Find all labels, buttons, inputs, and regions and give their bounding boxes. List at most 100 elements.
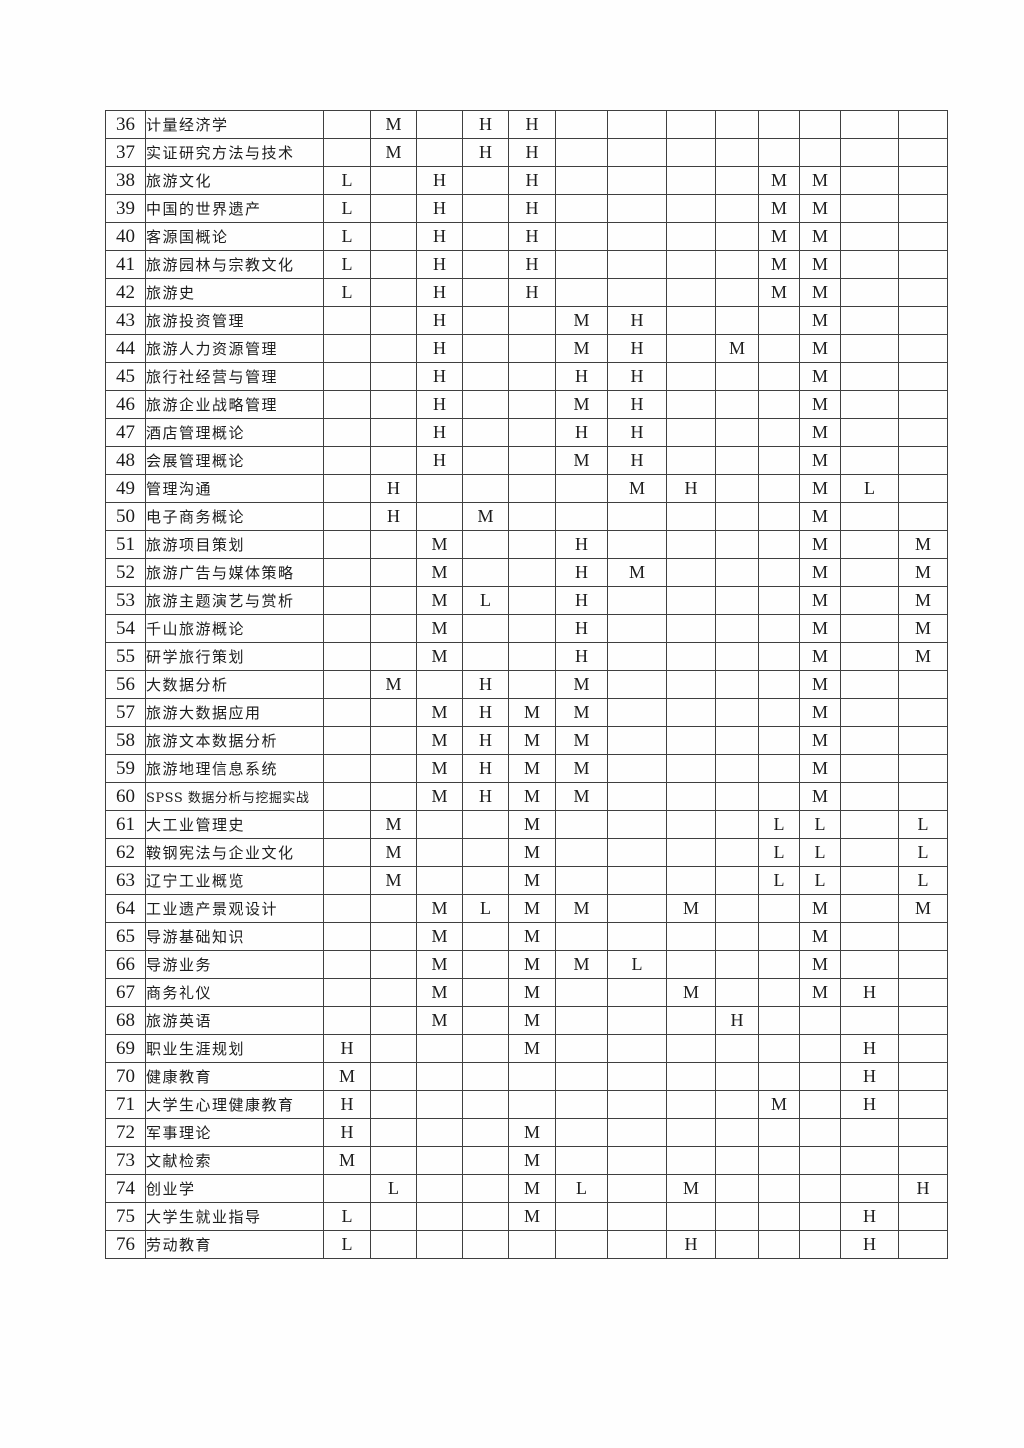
level-cell: M <box>799 502 841 531</box>
level-cell: M <box>898 642 948 671</box>
table-row: 54 千山旅游概论 M H M M <box>105 614 948 643</box>
course-name-cell: 商务礼仪 <box>145 978 324 1007</box>
level-cell: M <box>799 642 841 671</box>
level-cell <box>898 670 948 699</box>
level-cell <box>370 362 417 391</box>
level-cell <box>666 782 716 811</box>
level-cell: H <box>555 614 608 643</box>
course-name-cell: 旅游广告与媒体策略 <box>145 558 324 587</box>
course-name-cell: 旅游文化 <box>145 166 324 195</box>
level-cell <box>416 1146 463 1175</box>
level-cell: M <box>758 194 800 223</box>
level-cell <box>840 1006 899 1035</box>
level-cell: M <box>508 698 556 727</box>
level-cell: H <box>840 1230 899 1259</box>
level-cell: L <box>607 950 667 979</box>
level-cell: L <box>555 1174 608 1203</box>
level-cell <box>715 530 759 559</box>
level-cell <box>840 866 899 895</box>
level-cell <box>715 1034 759 1063</box>
level-cell: M <box>508 1034 556 1063</box>
level-cell: M <box>508 754 556 783</box>
level-cell: H <box>715 1006 759 1035</box>
level-cell <box>508 558 556 587</box>
row-number-cell: 37 <box>105 138 146 167</box>
level-cell <box>840 418 899 447</box>
level-cell: M <box>799 446 841 475</box>
course-name-cell: 实证研究方法与技术 <box>145 138 324 167</box>
level-cell <box>555 502 608 531</box>
level-cell <box>370 1062 417 1091</box>
level-cell <box>898 362 948 391</box>
level-cell <box>607 866 667 895</box>
level-cell: M <box>323 1146 371 1175</box>
level-cell <box>555 1202 608 1231</box>
level-cell: M <box>799 586 841 615</box>
level-cell <box>323 1006 371 1035</box>
level-cell <box>607 698 667 727</box>
level-cell <box>758 1230 800 1259</box>
level-cell: M <box>715 334 759 363</box>
level-cell <box>370 1034 417 1063</box>
level-cell <box>462 390 509 419</box>
table-row: 45 旅行社经营与管理 H H H M <box>105 362 948 391</box>
level-cell <box>607 670 667 699</box>
level-cell: M <box>555 894 608 923</box>
level-cell: L <box>323 194 371 223</box>
level-cell <box>416 502 463 531</box>
level-cell <box>370 222 417 251</box>
level-cell <box>370 614 417 643</box>
level-cell <box>370 894 417 923</box>
table-row: 65 导游基础知识 M M M <box>105 922 948 951</box>
level-cell <box>840 894 899 923</box>
level-cell: H <box>508 110 556 139</box>
row-number-cell: 42 <box>105 278 146 307</box>
table-row: 67 商务礼仪 M M M M H <box>105 978 948 1007</box>
level-cell <box>462 474 509 503</box>
level-cell <box>323 614 371 643</box>
level-cell <box>462 810 509 839</box>
level-cell <box>555 810 608 839</box>
level-cell <box>840 530 899 559</box>
level-cell <box>370 558 417 587</box>
level-cell <box>758 614 800 643</box>
level-cell <box>666 334 716 363</box>
level-cell <box>715 1118 759 1147</box>
course-matrix-table: 36 计量经济学 M H H 37 实证研究方法与技术 M H H 38 旅游文化 L H H M M 39 中国的… <box>105 110 948 1259</box>
level-cell <box>715 194 759 223</box>
course-name-cell: 中国的世界遗产 <box>145 194 324 223</box>
level-cell <box>898 222 948 251</box>
level-cell: H <box>416 250 463 279</box>
table-row: 66 导游业务 M M M L M <box>105 950 948 979</box>
level-cell: M <box>799 922 841 951</box>
level-cell <box>666 726 716 755</box>
table-row: 47 酒店管理概论 H H H M <box>105 418 948 447</box>
level-cell <box>416 866 463 895</box>
level-cell <box>898 138 948 167</box>
row-number-cell: 54 <box>105 614 146 643</box>
table-row: 40 客源国概论 L H H M M <box>105 222 948 251</box>
course-name-cell: 管理沟通 <box>145 474 324 503</box>
level-cell <box>370 726 417 755</box>
course-name-cell: 旅游人力资源管理 <box>145 334 324 363</box>
course-name-cell: 大学生心理健康教育 <box>145 1090 324 1119</box>
row-number-cell: 66 <box>105 950 146 979</box>
level-cell <box>323 782 371 811</box>
level-cell: H <box>462 726 509 755</box>
course-name-cell: 旅游主题演艺与赏析 <box>145 586 324 615</box>
row-number-cell: 73 <box>105 1146 146 1175</box>
level-cell: M <box>508 978 556 1007</box>
level-cell <box>898 278 948 307</box>
level-cell <box>898 166 948 195</box>
level-cell <box>416 110 463 139</box>
level-cell <box>898 698 948 727</box>
level-cell <box>758 754 800 783</box>
level-cell: H <box>323 1090 371 1119</box>
level-cell <box>462 1118 509 1147</box>
level-cell <box>898 1230 948 1259</box>
level-cell <box>462 978 509 1007</box>
level-cell <box>416 1230 463 1259</box>
level-cell: H <box>840 978 899 1007</box>
level-cell <box>370 754 417 783</box>
level-cell <box>715 810 759 839</box>
